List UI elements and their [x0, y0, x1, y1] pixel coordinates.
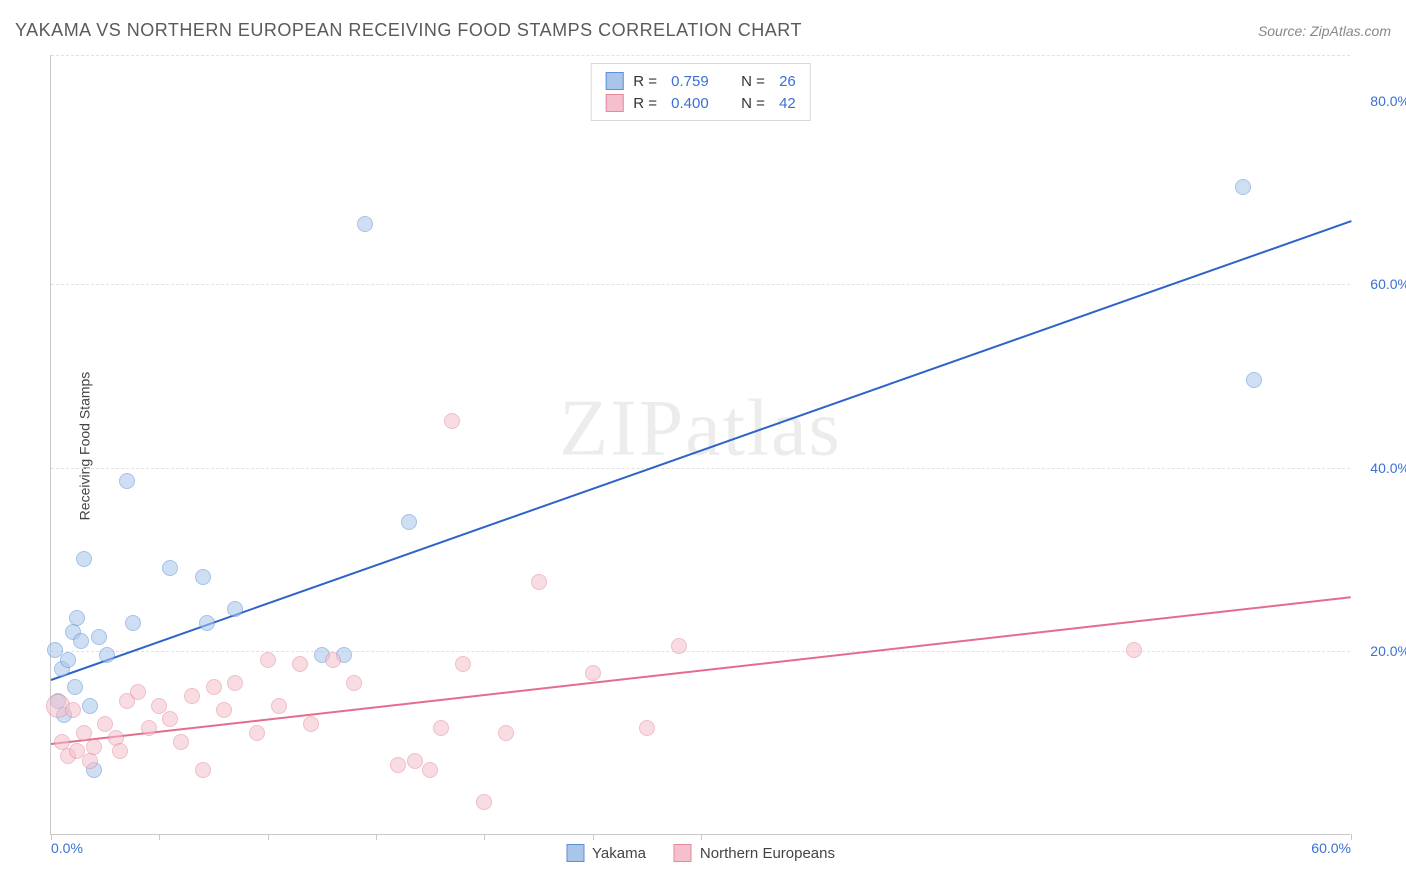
data-point — [86, 739, 102, 755]
data-point — [199, 615, 215, 631]
data-point — [585, 665, 601, 681]
r-label: R = — [633, 73, 661, 90]
data-point — [125, 615, 141, 631]
y-tick-label: 20.0% — [1370, 643, 1406, 659]
data-point — [206, 679, 222, 695]
n-value: 42 — [779, 95, 796, 112]
n-label: N = — [741, 73, 769, 90]
data-point — [60, 652, 76, 668]
data-point — [195, 762, 211, 778]
legend-swatch — [566, 844, 584, 862]
data-point — [303, 716, 319, 732]
data-point — [195, 569, 211, 585]
source-label: Source: ZipAtlas.com — [1258, 23, 1391, 39]
data-point — [119, 473, 135, 489]
data-point — [433, 720, 449, 736]
y-tick-label: 80.0% — [1370, 93, 1406, 109]
watermark: ZIPatlas — [559, 383, 842, 474]
r-value: 0.400 — [671, 95, 723, 112]
r-label: R = — [633, 95, 661, 112]
x-tick-label: 0.0% — [51, 840, 83, 856]
data-point — [249, 725, 265, 741]
data-point — [162, 711, 178, 727]
data-point — [260, 652, 276, 668]
data-point — [444, 413, 460, 429]
legend-label: Northern Europeans — [700, 845, 835, 862]
data-point — [97, 716, 113, 732]
legend-swatch — [605, 72, 623, 90]
data-point — [407, 753, 423, 769]
data-point — [531, 574, 547, 590]
data-point — [65, 702, 81, 718]
data-point — [639, 720, 655, 736]
data-point — [401, 514, 417, 530]
x-tick — [268, 834, 269, 840]
x-tick — [1351, 834, 1352, 840]
data-point — [357, 216, 373, 232]
data-point — [292, 656, 308, 672]
data-point — [498, 725, 514, 741]
r-value: 0.759 — [671, 73, 723, 90]
data-point — [390, 757, 406, 773]
plot-area: ZIPatlas R = 0.759N = 26R = 0.400N = 42 … — [50, 55, 1350, 835]
data-point — [173, 734, 189, 750]
legend-item: Northern Europeans — [674, 844, 835, 862]
x-tick-label: 60.0% — [1311, 840, 1351, 856]
correlation-legend-row: R = 0.759 N = 26 — [605, 70, 796, 92]
data-point — [476, 794, 492, 810]
data-point — [271, 698, 287, 714]
legend-swatch — [605, 94, 623, 112]
x-tick — [484, 834, 485, 840]
data-point — [73, 633, 89, 649]
data-point — [216, 702, 232, 718]
gridline — [51, 651, 1350, 652]
series-legend: Yakama Northern Europeans — [566, 844, 835, 862]
data-point — [82, 698, 98, 714]
x-tick — [159, 834, 160, 840]
data-point — [141, 720, 157, 736]
n-value: 26 — [779, 73, 796, 90]
data-point — [76, 551, 92, 567]
data-point — [227, 675, 243, 691]
data-point — [422, 762, 438, 778]
gridline — [51, 468, 1350, 469]
legend-label: Yakama — [592, 845, 646, 862]
data-point — [1235, 179, 1251, 195]
x-tick — [376, 834, 377, 840]
data-point — [112, 743, 128, 759]
y-tick-label: 60.0% — [1370, 276, 1406, 292]
data-point — [130, 684, 146, 700]
data-point — [162, 560, 178, 576]
gridline — [51, 284, 1350, 285]
legend-item: Yakama — [566, 844, 646, 862]
chart-title: YAKAMA VS NORTHERN EUROPEAN RECEIVING FO… — [15, 20, 802, 41]
data-point — [1246, 372, 1262, 388]
data-point — [227, 601, 243, 617]
correlation-legend: R = 0.759 N = 26 R = 0.400 N = 42 — [590, 63, 811, 121]
data-point — [67, 679, 83, 695]
trendline — [51, 596, 1351, 745]
data-point — [455, 656, 471, 672]
data-point — [69, 610, 85, 626]
data-point — [346, 675, 362, 691]
correlation-legend-row: R = 0.400 N = 42 — [605, 92, 796, 114]
data-point — [671, 638, 687, 654]
data-point — [325, 652, 341, 668]
data-point — [151, 698, 167, 714]
x-tick — [701, 834, 702, 840]
data-point — [99, 647, 115, 663]
n-label: N = — [741, 95, 769, 112]
y-tick-label: 40.0% — [1370, 460, 1406, 476]
gridline — [51, 55, 1350, 56]
legend-swatch — [674, 844, 692, 862]
data-point — [82, 753, 98, 769]
x-tick — [593, 834, 594, 840]
data-point — [91, 629, 107, 645]
trendline — [51, 220, 1352, 681]
data-point — [76, 725, 92, 741]
data-point — [1126, 642, 1142, 658]
data-point — [184, 688, 200, 704]
